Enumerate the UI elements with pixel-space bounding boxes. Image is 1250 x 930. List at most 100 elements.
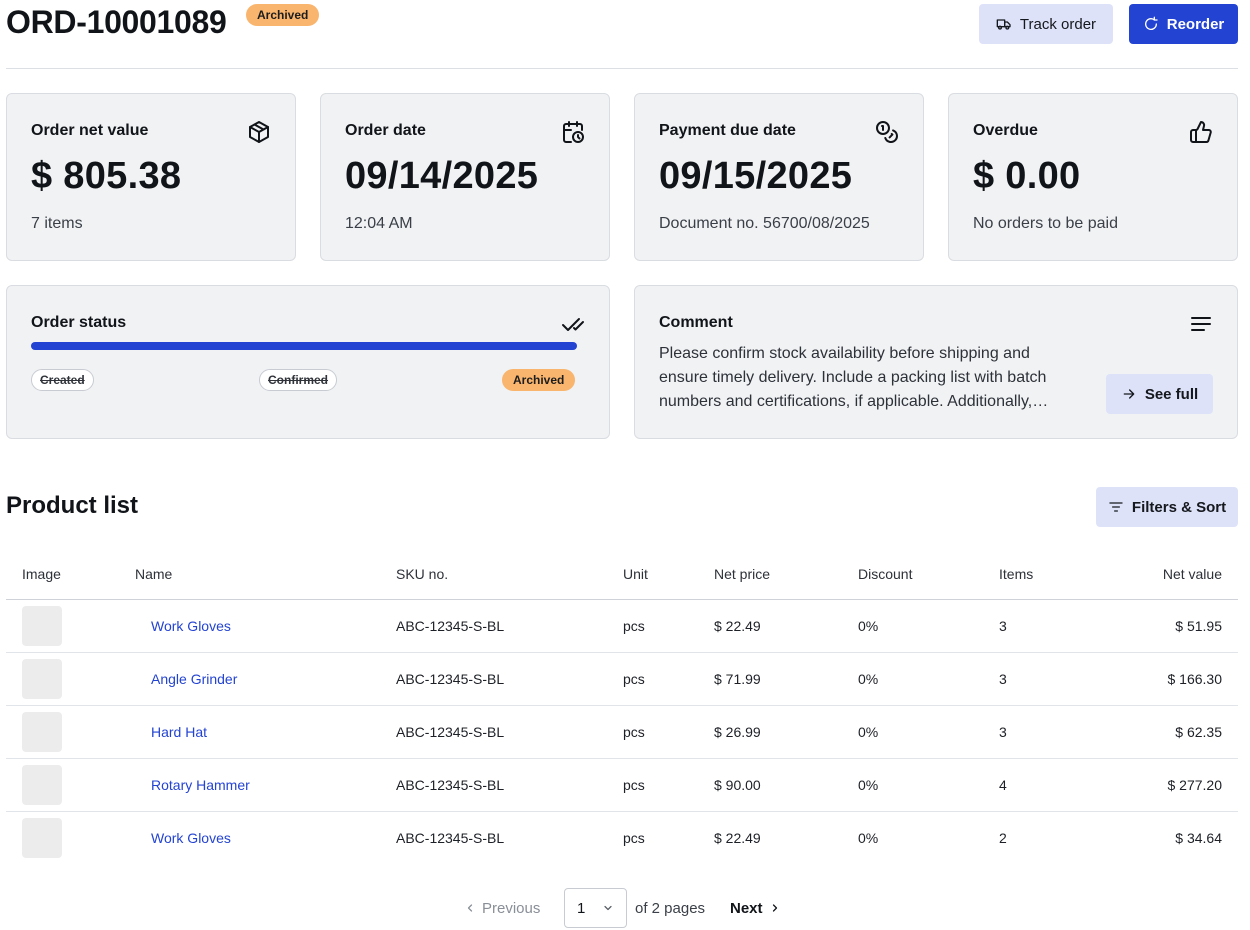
filters-sort-button[interactable]: Filters & Sort — [1096, 487, 1238, 527]
product-table: Image Name SKU no. Unit Net price Discou… — [6, 550, 1238, 864]
chevron-down-icon — [604, 905, 612, 911]
product-unit: pcs — [623, 652, 714, 706]
column-header-net-price: Net price — [714, 550, 858, 600]
product-net-value: $ 277.20 — [1099, 758, 1238, 812]
column-header-name: Name — [135, 550, 396, 600]
product-sku: ABC-12345-S-BL — [396, 652, 623, 706]
overdue-card: Overdue $ 0.00 No orders to be paid — [948, 93, 1238, 261]
product-sku: ABC-12345-S-BL — [396, 599, 623, 653]
table-row: Work Gloves ABC-12345-S-BL pcs $ 22.49 0… — [6, 811, 1238, 864]
track-order-label: Track order — [1019, 15, 1097, 33]
chevron-left-icon — [467, 904, 473, 912]
product-discount: 0% — [858, 758, 999, 812]
product-discount: 0% — [858, 652, 999, 706]
product-unit: pcs — [623, 705, 714, 759]
see-full-label: See full — [1144, 385, 1199, 403]
filter-lines-icon — [1109, 502, 1123, 512]
product-discount: 0% — [858, 599, 999, 653]
product-net-price: $ 90.00 — [714, 758, 858, 812]
product-net-value: $ 34.64 — [1175, 829, 1222, 846]
column-header-net-value: Net value — [1099, 550, 1238, 600]
table-header-row: Image Name SKU no. Unit Net price Discou… — [6, 550, 1238, 600]
text-lines-icon — [1191, 317, 1211, 331]
status-step-confirmed: Confirmed — [259, 369, 337, 391]
column-header-items: Items — [999, 550, 1099, 600]
product-list-title: Product list — [6, 492, 139, 519]
previous-page-button[interactable]: Previous — [464, 888, 540, 928]
order-status-label: Order status — [31, 314, 127, 331]
refresh-icon — [1144, 16, 1158, 30]
product-thumbnail[interactable] — [22, 605, 62, 646]
order-date-value: 09/14/2025 — [345, 155, 539, 197]
product-sku: ABC-12345-S-BL — [396, 758, 623, 812]
product-net-price: $ 71.99 — [714, 652, 858, 706]
order-status-card: Order status Created Confirmed Archived — [6, 285, 610, 439]
column-header-image: Image — [6, 550, 135, 600]
product-discount: 0% — [858, 829, 879, 846]
payment-due-label: Payment due date — [659, 122, 796, 139]
product-thumbnail[interactable] — [22, 658, 62, 699]
next-label: Next — [730, 899, 763, 917]
product-items: 3 — [999, 599, 1099, 653]
product-net-value: $ 62.35 — [1099, 705, 1238, 759]
column-header-sku: SKU no. — [396, 550, 623, 600]
product-thumbnail[interactable] — [22, 817, 62, 858]
page-header: ORD-10001089 Archived Track order Reorde… — [6, 0, 1238, 69]
comment-text: Please confirm stock availability before… — [659, 345, 1047, 410]
table-row: Angle Grinder ABC-12345-S-BL pcs $ 71.99… — [6, 652, 1238, 706]
product-net-price: $ 26.99 — [714, 705, 858, 759]
coins-icon — [876, 121, 898, 143]
comment-label: Comment — [659, 314, 733, 331]
net-value-label: Order net value — [31, 122, 149, 139]
product-unit: pcs — [623, 599, 714, 653]
table-row: Rotary Hammer ABC-12345-S-BL pcs $ 90.00… — [6, 758, 1238, 812]
filters-sort-label: Filters & Sort — [1131, 498, 1227, 516]
product-thumbnail[interactable] — [22, 711, 62, 752]
overdue-label: Overdue — [973, 122, 1038, 139]
reorder-button[interactable]: Reorder — [1129, 4, 1238, 44]
table-row: Work Gloves ABC-12345-S-BL pcs $ 22.49 0… — [6, 599, 1238, 653]
calendar-clock-icon — [563, 121, 584, 143]
payment-due-card: Payment due date 09/15/2025 Document no.… — [634, 93, 924, 261]
product-discount: 0% — [858, 705, 999, 759]
product-unit: pcs — [623, 758, 714, 812]
column-header-discount: Discount — [858, 550, 999, 600]
page-select[interactable]: 1 — [564, 888, 627, 928]
status-step-created: Created — [31, 369, 94, 391]
product-items: 3 — [999, 652, 1099, 706]
status-step-archived: Archived — [502, 369, 576, 391]
column-header-unit: Unit — [623, 550, 714, 600]
product-thumbnail[interactable] — [22, 764, 62, 805]
package-icon — [249, 121, 269, 143]
product-name-link[interactable]: Work Gloves — [151, 617, 231, 634]
order-time: 12:04 AM — [345, 215, 413, 232]
order-date-label: Order date — [345, 122, 426, 139]
table-row: Hard Hat ABC-12345-S-BL pcs $ 26.99 0% 3… — [6, 705, 1238, 759]
net-value-amount: $ 805.38 — [31, 155, 182, 197]
product-items: 2 — [999, 829, 1007, 846]
product-name-link[interactable]: Rotary Hammer — [151, 776, 250, 793]
thumbs-up-icon — [1190, 120, 1212, 143]
product-net-price: $ 22.49 — [714, 829, 761, 846]
current-page-value: 1 — [577, 899, 586, 917]
product-net-value: $ 166.30 — [1099, 652, 1238, 706]
product-name-link[interactable]: Work Gloves — [151, 829, 231, 846]
product-net-value: $ 51.95 — [1099, 599, 1238, 653]
arrow-right-icon — [1123, 389, 1135, 399]
overdue-amount: $ 0.00 — [973, 155, 1081, 197]
product-items: 3 — [999, 705, 1099, 759]
payment-due-value: 09/15/2025 — [659, 155, 853, 197]
comment-card: Comment Please confirm stock availabilit… — [634, 285, 1238, 439]
product-unit: pcs — [623, 829, 645, 846]
see-full-button[interactable]: See full — [1106, 374, 1213, 414]
product-net-price: $ 22.49 — [714, 599, 858, 653]
product-name-link[interactable]: Angle Grinder — [151, 670, 238, 687]
product-sku: ABC-12345-S-BL — [396, 705, 623, 759]
product-name-link[interactable]: Hard Hat — [151, 723, 208, 740]
order-id-title: ORD-10001089 — [6, 4, 227, 40]
document-number: Document no. 56700/08/2025 — [659, 215, 870, 232]
next-page-button[interactable]: Next — [730, 888, 781, 928]
track-order-button[interactable]: Track order — [979, 4, 1113, 44]
overdue-note: No orders to be paid — [973, 215, 1118, 232]
product-items: 4 — [999, 758, 1099, 812]
